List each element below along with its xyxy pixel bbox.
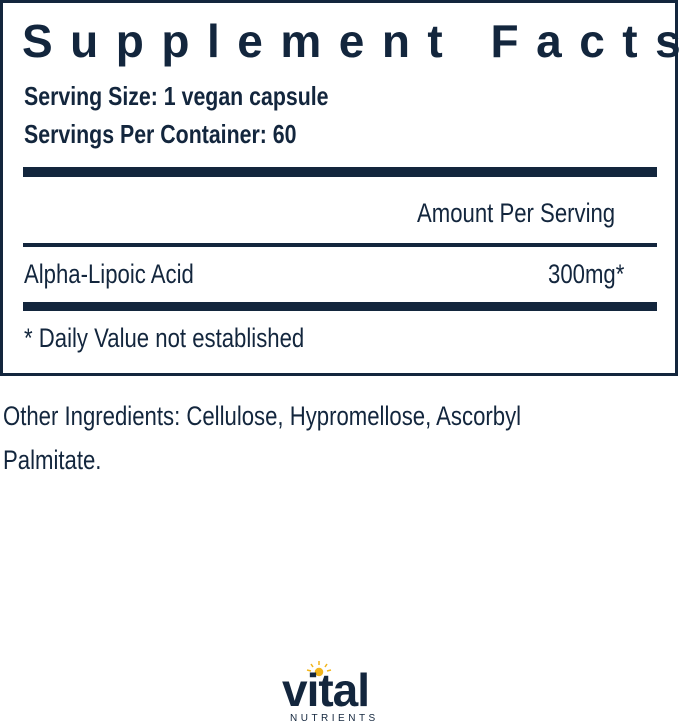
footnote: * Daily Value not established [24, 323, 305, 353]
nutrient-amount: 300mg* [548, 259, 625, 289]
thick-divider [23, 167, 657, 177]
svg-text:vital: vital [282, 664, 369, 716]
thick-divider-bottom [23, 302, 657, 311]
svg-text:NUTRIENTS: NUTRIENTS [290, 713, 379, 724]
sun-icon [306, 661, 332, 677]
panel-title: Supplement Facts [22, 15, 679, 67]
supplement-facts-panel [0, 0, 678, 376]
other-ingredients-line-1: Other Ingredients: Cellulose, Hypromello… [3, 401, 522, 431]
amount-per-serving-header: Amount Per Serving [417, 198, 616, 228]
nutrient-name: Alpha-Lipoic Acid [24, 259, 194, 289]
divider [23, 243, 657, 247]
vital-nutrients-logo: vital NUTRIENTS [282, 661, 379, 724]
servings-per-container: Servings Per Container: 60 [24, 119, 297, 149]
other-ingredients-line-2: Palmitate. [3, 445, 102, 475]
serving-size: Serving Size: 1 vegan capsule [24, 81, 329, 111]
